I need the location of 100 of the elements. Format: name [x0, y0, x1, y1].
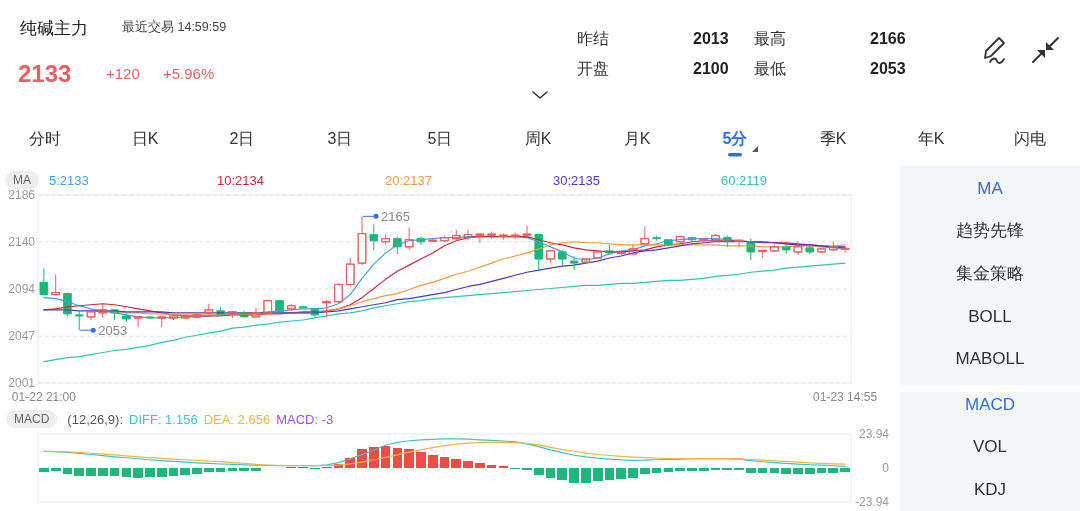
bar — [74, 468, 85, 476]
bar — [687, 468, 697, 471]
bar — [604, 468, 615, 481]
candlestick — [546, 249, 555, 263]
text: MACD: -3 — [276, 411, 334, 427]
bar — [439, 456, 450, 468]
text: MABOLL — [955, 348, 1025, 368]
y-tick-label: 2140 — [8, 234, 36, 249]
text: 60:2119 — [721, 172, 768, 188]
bar — [793, 468, 803, 474]
bar — [97, 468, 108, 476]
text: 周K — [524, 129, 552, 147]
candlestick — [287, 303, 296, 312]
text: KDJ — [973, 479, 1007, 499]
bar — [639, 468, 650, 475]
candlestick — [169, 314, 178, 321]
candlestick — [440, 235, 449, 243]
text: 趋势先锋 — [956, 220, 1024, 240]
bar — [121, 468, 132, 477]
candlestick — [204, 303, 214, 316]
bar — [86, 468, 96, 476]
bar — [616, 468, 627, 480]
text: 5:2133 — [49, 172, 89, 188]
candlestick — [98, 303, 108, 319]
bar — [145, 468, 155, 477]
text: 3日 — [327, 129, 353, 147]
bar — [722, 468, 733, 471]
annotation: 2165 — [381, 208, 410, 224]
candlestick — [404, 227, 414, 251]
bar — [592, 468, 603, 481]
text: BOLL — [968, 306, 1012, 326]
candlestick — [357, 215, 367, 266]
candlestick — [334, 282, 343, 305]
candlestick — [192, 313, 202, 319]
candlestick — [487, 231, 496, 240]
bar — [698, 468, 709, 471]
candlestick — [793, 240, 803, 256]
candlestick — [829, 241, 838, 252]
bar — [39, 468, 49, 472]
candlestick — [770, 244, 779, 253]
bar — [50, 468, 61, 471]
text: 闪电 — [1014, 129, 1046, 147]
text: (12,26,9): — [67, 411, 123, 427]
bar — [828, 468, 839, 473]
candlestick — [263, 299, 273, 314]
y-tick-label: 2094 — [8, 282, 36, 296]
text: 最近交易 14:59:59 — [122, 19, 227, 34]
text: 2053 — [870, 59, 906, 77]
y-tick-label: 2001 — [8, 376, 36, 390]
line-series — [43, 262, 846, 363]
legend-title: MA — [13, 173, 31, 187]
text: MACD — [964, 394, 1016, 414]
bar — [545, 468, 556, 478]
candlestick — [699, 238, 709, 244]
bar — [251, 468, 261, 472]
bar — [463, 461, 473, 468]
candlestick — [180, 315, 190, 320]
text: 30:2135 — [553, 172, 600, 188]
text: 季K — [819, 129, 847, 147]
bar — [168, 468, 179, 476]
bar — [404, 449, 414, 468]
bar — [156, 468, 167, 477]
candlestick — [734, 239, 744, 248]
candlestick — [475, 233, 485, 244]
bar — [227, 468, 238, 472]
candlestick — [51, 273, 60, 296]
text: 年K — [917, 129, 945, 147]
bar — [451, 459, 462, 468]
text: 5日 — [427, 129, 453, 147]
text: 日K — [131, 129, 159, 147]
bar — [675, 468, 685, 471]
x-tick-label: 01-22 21:00 — [11, 390, 77, 404]
bar — [628, 468, 638, 478]
bar — [804, 468, 815, 474]
bar — [581, 468, 591, 484]
bar — [192, 468, 202, 475]
text: 10:2134 — [217, 172, 264, 188]
candlestick — [675, 235, 685, 244]
candlestick — [251, 307, 261, 318]
text: +5.96% — [163, 64, 215, 82]
candlestick — [322, 299, 331, 318]
y-tick-label: -23.94 — [854, 495, 890, 509]
y-tick-label: 23.94 — [858, 427, 890, 441]
text: 最高 — [754, 29, 786, 47]
text: VOL — [972, 436, 1008, 456]
candlestick — [228, 310, 237, 319]
bar — [204, 468, 214, 473]
text: 2133 — [18, 59, 72, 87]
y-tick-label: 2047 — [8, 329, 36, 344]
text: 2日 — [229, 129, 255, 147]
bar — [557, 468, 568, 481]
candlestick — [428, 238, 438, 242]
candlestick — [157, 316, 167, 328]
candlestick — [133, 316, 143, 328]
text: DIFF: 1.156 — [129, 411, 198, 427]
candlestick — [451, 229, 461, 242]
text: 5分 — [722, 129, 749, 147]
y-tick-label: 2186 — [8, 188, 36, 202]
candlestick — [711, 233, 720, 241]
bar — [486, 464, 497, 468]
